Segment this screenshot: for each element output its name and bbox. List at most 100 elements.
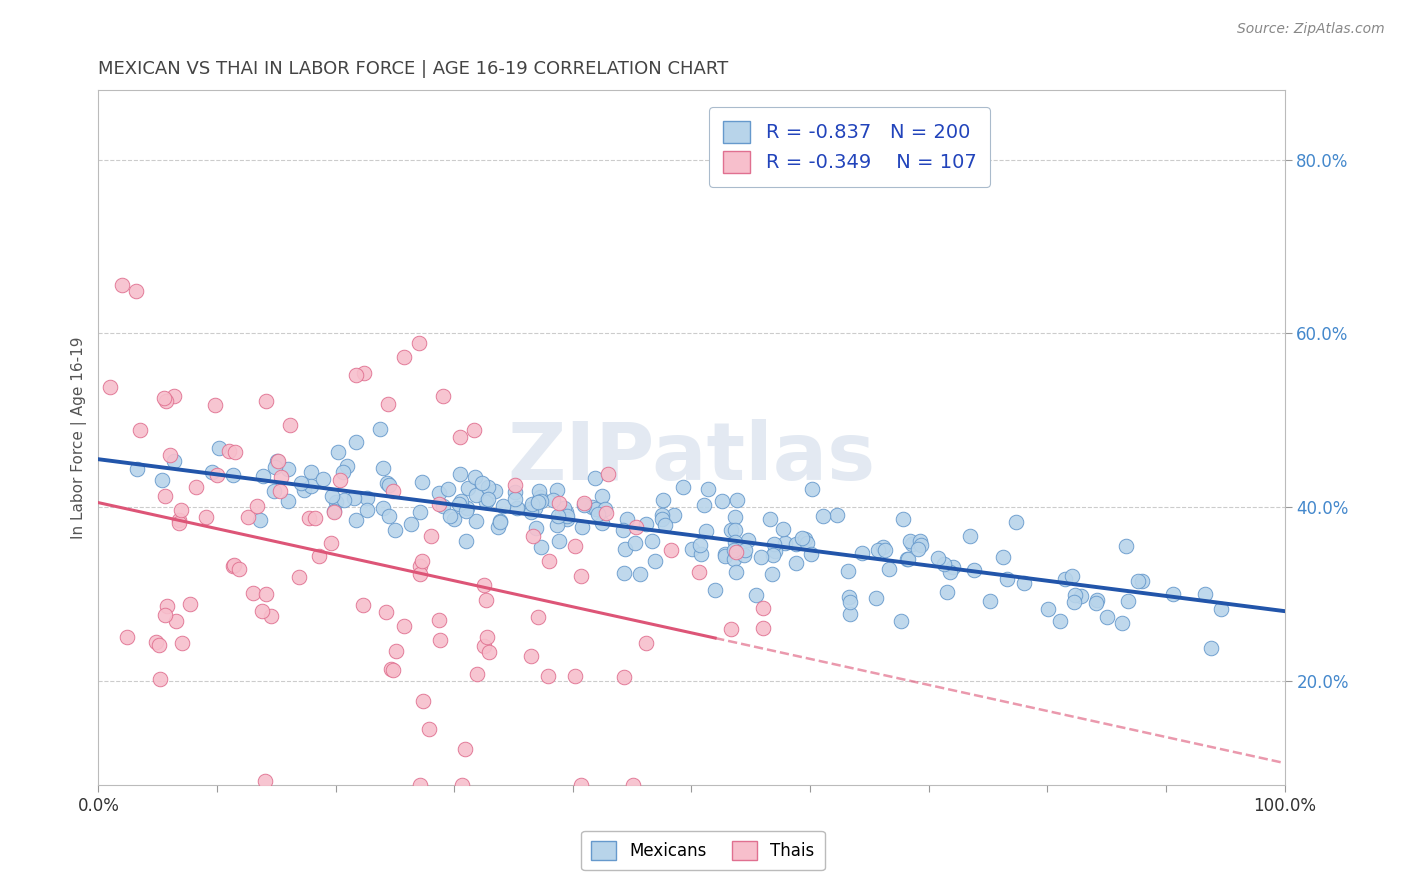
Point <box>128 423 150 437</box>
Point <box>651 508 673 523</box>
Point <box>254 587 277 601</box>
Point <box>762 548 785 562</box>
Point <box>221 467 243 482</box>
Point <box>478 645 501 659</box>
Point <box>725 493 748 508</box>
Point <box>851 546 873 560</box>
Point <box>432 500 454 514</box>
Point <box>800 547 823 561</box>
Point <box>325 494 347 508</box>
Point <box>394 619 416 633</box>
Point <box>651 511 673 525</box>
Point <box>548 533 571 548</box>
Point <box>564 539 586 553</box>
Point <box>299 479 322 493</box>
Point <box>356 491 378 505</box>
Point <box>762 537 785 551</box>
Point <box>201 465 224 479</box>
Point <box>825 508 848 523</box>
Point <box>522 529 544 543</box>
Point <box>763 543 786 558</box>
Point <box>790 531 813 545</box>
Point <box>1070 589 1092 603</box>
Point <box>384 523 406 537</box>
Point <box>252 604 274 618</box>
Point <box>336 459 359 474</box>
Point <box>927 550 949 565</box>
Point <box>208 441 231 455</box>
Point <box>167 513 190 527</box>
Point <box>380 661 402 675</box>
Point <box>1130 574 1153 588</box>
Point <box>260 608 283 623</box>
Legend: Mexicans, Thais: Mexicans, Thais <box>581 831 825 871</box>
Point <box>377 478 399 492</box>
Point <box>418 722 440 736</box>
Point <box>519 502 541 516</box>
Point <box>503 485 526 500</box>
Point <box>449 497 471 511</box>
Point <box>111 278 134 293</box>
Point <box>382 663 405 677</box>
Point <box>796 536 818 550</box>
Point <box>353 367 375 381</box>
Point <box>409 558 432 573</box>
Point <box>724 565 747 579</box>
Point <box>375 606 398 620</box>
Point <box>571 519 593 533</box>
Point <box>323 505 346 519</box>
Point <box>246 499 269 513</box>
Point <box>153 392 176 406</box>
Point <box>672 480 695 494</box>
Point <box>737 533 759 547</box>
Y-axis label: In Labor Force | Age 16-19: In Labor Force | Age 16-19 <box>72 336 87 539</box>
Point <box>457 481 479 495</box>
Point <box>724 510 747 524</box>
Point <box>370 422 392 436</box>
Point <box>288 570 311 584</box>
Point <box>1199 640 1222 655</box>
Point <box>749 550 772 565</box>
Point <box>267 453 290 467</box>
Point <box>311 472 333 486</box>
Point <box>548 496 571 510</box>
Point <box>1126 574 1149 588</box>
Point <box>427 497 450 511</box>
Point <box>690 547 713 561</box>
Point <box>734 543 756 558</box>
Point <box>868 542 890 557</box>
Point <box>634 636 657 650</box>
Point <box>995 572 1018 586</box>
Point <box>150 474 173 488</box>
Point <box>439 509 461 524</box>
Point <box>153 607 176 622</box>
Point <box>352 599 374 613</box>
Point <box>449 467 471 481</box>
Point <box>1049 615 1071 629</box>
Point <box>411 475 433 489</box>
Point <box>484 484 506 499</box>
Point <box>537 669 560 683</box>
Point <box>564 668 586 682</box>
Point <box>371 500 394 515</box>
Point <box>1163 587 1185 601</box>
Point <box>613 670 636 684</box>
Point <box>900 536 922 550</box>
Point <box>800 482 823 496</box>
Point <box>530 540 553 554</box>
Point <box>546 483 568 497</box>
Point <box>624 519 647 533</box>
Point <box>979 594 1001 608</box>
Point <box>170 635 193 649</box>
Point <box>547 509 569 524</box>
Point <box>529 490 551 504</box>
Point <box>204 398 226 412</box>
Point <box>472 639 495 653</box>
Point <box>710 494 733 508</box>
Point <box>249 513 271 527</box>
Point <box>932 557 955 571</box>
Point <box>292 483 315 497</box>
Point <box>959 529 981 543</box>
Point <box>319 536 342 550</box>
Point <box>585 502 607 516</box>
